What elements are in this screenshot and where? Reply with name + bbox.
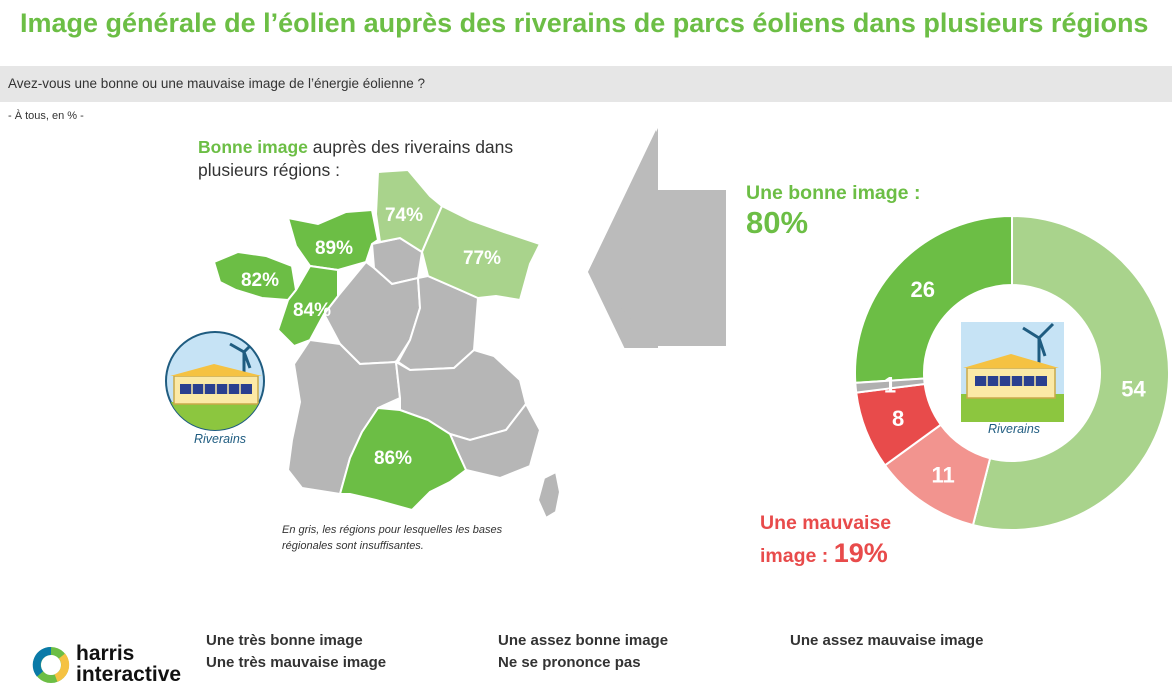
- legend-assez-mauvaise: Une assez mauvaise image: [790, 632, 984, 649]
- legend-assez-bonne: Une assez bonne image: [498, 632, 669, 649]
- map-heading-rest: auprès des riverains dans plusieurs régi…: [198, 137, 514, 180]
- map-heading: Bonne image auprès des riverains dans pl…: [198, 136, 558, 182]
- donut-slice-tres-bonne: [854, 214, 1013, 384]
- good-image-value: 80%: [746, 205, 809, 240]
- legend-nsp: Ne se prononce pas: [498, 654, 641, 671]
- riverains-label-left: Riverains: [193, 432, 247, 446]
- france-map: 74% 77% 89% 82% 84% 86%: [212, 168, 562, 520]
- donut-label-assez-bonne: 54: [1121, 376, 1146, 401]
- donut-slice-nsp: [854, 377, 926, 394]
- region-value-occitanie: 86%: [374, 448, 412, 469]
- harris-logo-icon: [32, 647, 70, 683]
- arrow-left-icon: [588, 128, 726, 348]
- region-pays-de-la-loire: [276, 264, 339, 348]
- donut-chart: 26 54 11 8 1: [854, 214, 1170, 531]
- donut-label-tres-mauvaise: 8: [892, 406, 904, 431]
- riverains-center-icon: [961, 322, 1064, 422]
- page-title: Image générale de l’éolien auprès des ri…: [20, 8, 1149, 38]
- region-value-bretagne: 82%: [241, 270, 279, 291]
- question-text: Avez-vous une bonne ou une mauvaise imag…: [8, 76, 426, 91]
- map-heading-highlight: Bonne image: [198, 137, 308, 157]
- logo-line-1: harris: [76, 642, 135, 665]
- region-normandie: [286, 208, 380, 272]
- region-corse: [536, 470, 562, 520]
- region-value-pays-de-la-loire: 84%: [293, 300, 331, 321]
- good-image-summary: Une bonne image : 80%: [746, 178, 920, 238]
- region-value-normandie: 89%: [315, 238, 353, 259]
- question-bar: [0, 66, 1172, 102]
- map-note: En gris, les régions pour lesquelles les…: [282, 524, 503, 552]
- region-value-hauts-de-france: 74%: [385, 205, 423, 226]
- legend-tres-bonne: Une très bonne image: [206, 632, 363, 649]
- donut-label-nsp: 1: [884, 373, 896, 398]
- riverains-icon: [165, 331, 265, 431]
- region-value-grand-est: 77%: [463, 248, 501, 269]
- harris-logo-text: harris interactive: [76, 643, 181, 685]
- riverains-label-center: Riverains: [987, 422, 1041, 436]
- good-image-label: Une bonne image :: [746, 182, 921, 204]
- region-grand-est: [420, 204, 542, 302]
- logo-line-2: interactive: [76, 663, 182, 686]
- donut-label-tres-bonne: 26: [910, 277, 934, 302]
- bad-image-label-1: Une mauvaise: [760, 512, 892, 534]
- bad-image-value: 19%: [833, 538, 888, 568]
- base-text: - À tous, en % -: [8, 110, 84, 122]
- donut-label-assez-mauvaise: 11: [932, 462, 955, 487]
- legend-tres-mauvaise: Une très mauvaise image: [206, 654, 387, 671]
- donut-slice-assez-bonne: [971, 214, 1170, 531]
- bad-image-label-2: image :: [760, 545, 834, 567]
- region-occitanie: [338, 406, 468, 512]
- bad-image-summary: Une mauvaise image : 19%: [760, 508, 891, 571]
